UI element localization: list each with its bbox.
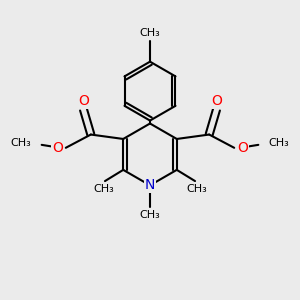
Text: CH₃: CH₃ (140, 28, 160, 38)
Text: N: N (145, 178, 155, 192)
Text: CH₃: CH₃ (268, 138, 290, 148)
Text: CH₃: CH₃ (140, 210, 160, 220)
Text: CH₃: CH₃ (93, 184, 114, 194)
Text: O: O (78, 94, 89, 108)
Text: O: O (237, 141, 248, 155)
Text: CH₃: CH₃ (11, 138, 32, 148)
Text: O: O (52, 141, 63, 155)
Text: O: O (211, 94, 222, 108)
Text: CH₃: CH₃ (186, 184, 207, 194)
